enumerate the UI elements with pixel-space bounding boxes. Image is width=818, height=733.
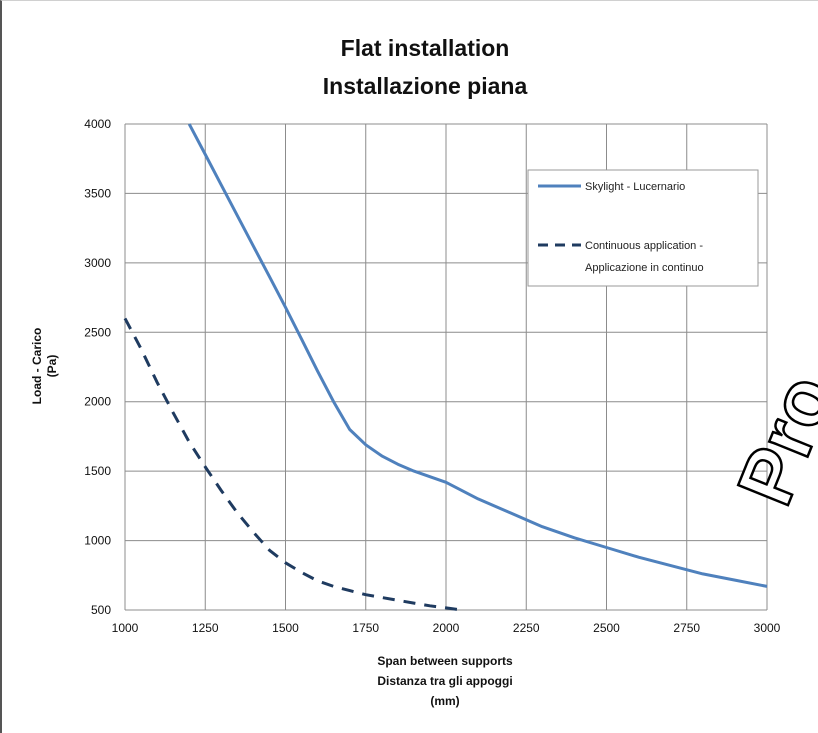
y-tick-label: 3000 [84,256,111,270]
x-tick-label: 1000 [112,621,139,635]
x-tick-label: 2500 [593,621,620,635]
legend-box [527,169,759,287]
chart-title-line-2: Installazione piana [323,73,528,99]
legend-label-skylight: Skylight - Lucernario [585,181,685,193]
legend-label-continuous-line-2: Applicazione in continuo [585,262,704,274]
watermark-text: Pro [720,363,818,517]
tick-labels: 1000 1250 1500 1750 2000 2250 2500 2750 30005001… [84,117,780,635]
y-tick-label: 1500 [84,464,111,478]
x-tick-label: 1750 [352,621,379,635]
y-tick-label: 4000 [84,117,111,131]
chart-title-line-1: Flat installation [341,35,510,61]
y-tick-label: 2500 [84,325,111,339]
x-tick-label: 3000 [754,621,781,635]
x-axis-title-line-1: Span between supports [377,654,513,668]
y-tick-label: 500 [91,603,111,617]
legend-label-continuous-line-1: Continuous application - [585,240,703,252]
legend: Skylight - Lucernario Continuous applica… [527,169,759,287]
watermark: Pro [719,362,818,518]
y-axis-title-line-2: (Pa) [45,355,59,378]
x-tick-label: 2250 [513,621,540,635]
series-line-skylight [187,123,768,588]
x-axis-title-line-2: Distanza tra gli appoggi [377,674,512,688]
x-tick-label: 2000 [433,621,460,635]
y-tick-label: 3500 [84,186,111,200]
x-tick-label: 2750 [673,621,700,635]
x-axis-title-line-3: (mm) [430,694,459,708]
y-tick-label: 1000 [84,534,111,548]
y-axis-title: Load - Carico (Pa) [30,328,59,405]
series-layer [123,123,768,612]
x-tick-label: 1500 [272,621,299,635]
x-tick-label: 1250 [192,621,219,635]
y-axis-title-line-1: Load - Carico [30,328,44,405]
y-tick-label: 2000 [84,395,111,409]
series-line-continuous [123,317,463,612]
